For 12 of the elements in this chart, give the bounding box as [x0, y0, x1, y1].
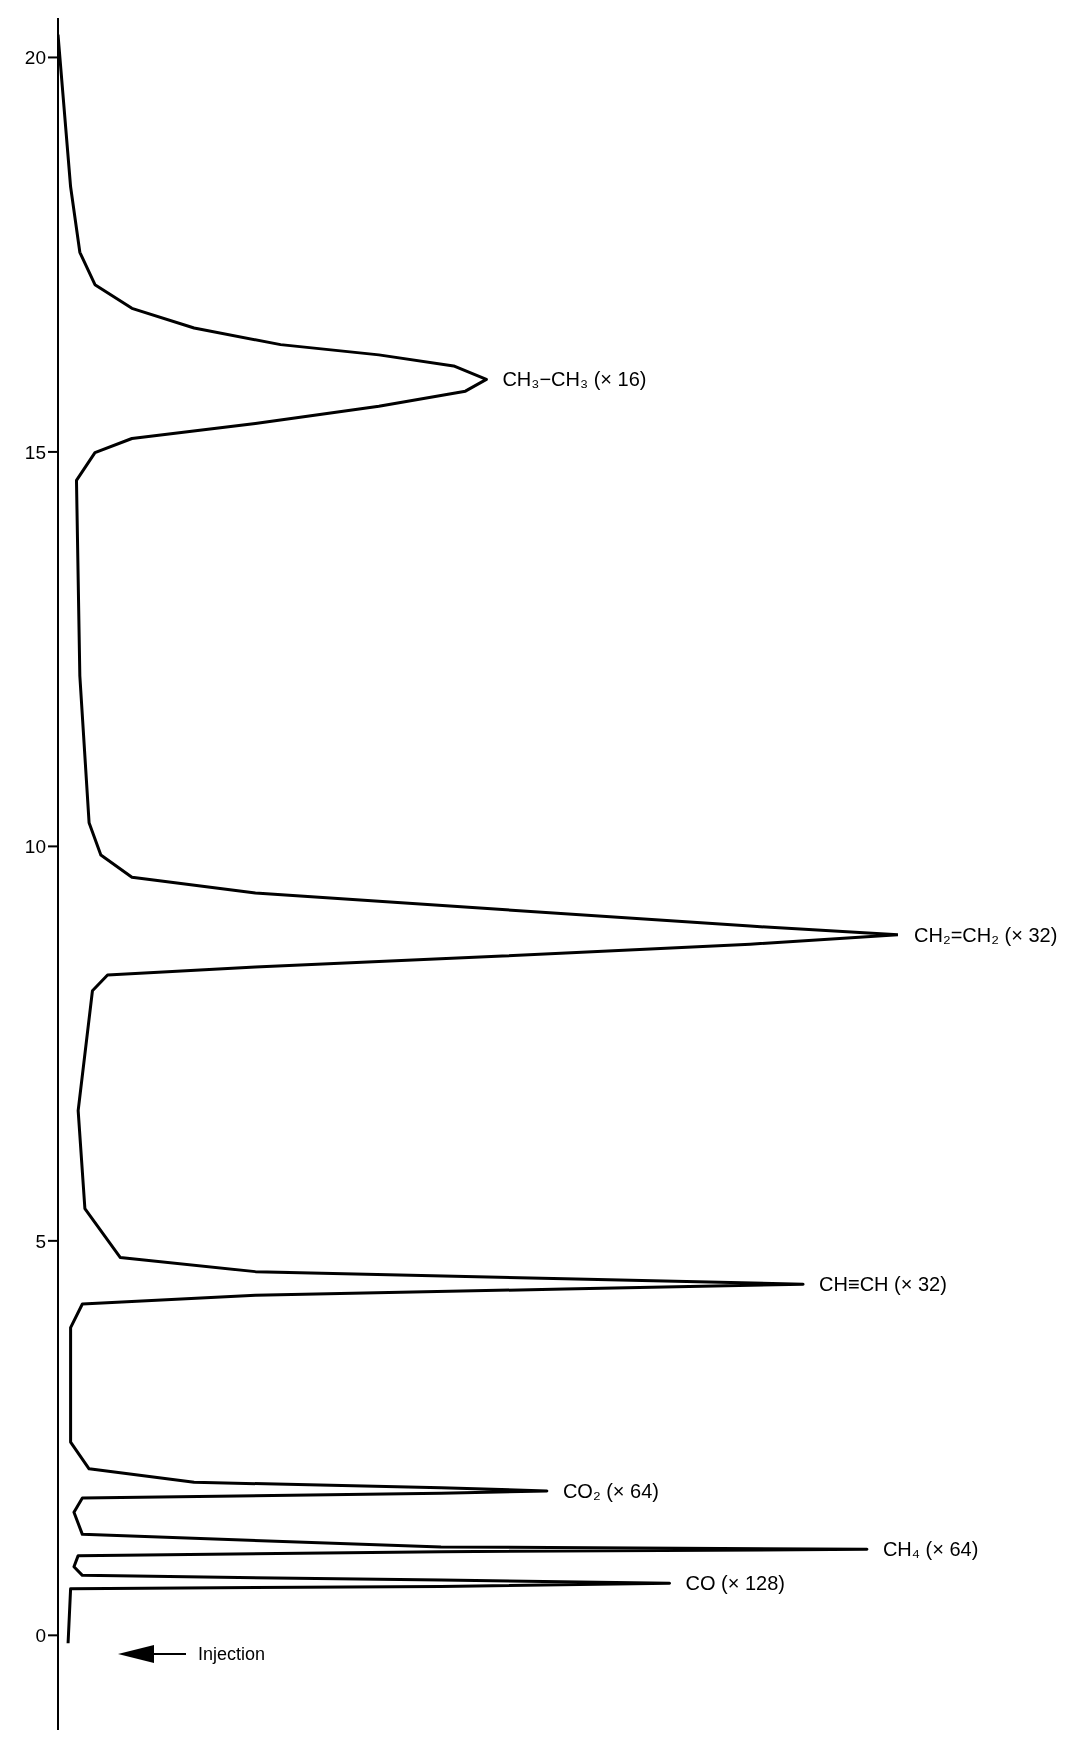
annotation: CO₂ (× 64)	[562, 1479, 660, 1502]
y-tick-label: 20	[24, 47, 46, 69]
y-tick-label: 10	[24, 836, 46, 858]
annotation: Injection	[198, 1644, 266, 1664]
y-tick-label: 5	[35, 1230, 46, 1252]
annotation: CH₂=CH₂ (× 32)	[914, 923, 1058, 946]
annotation: CH≡CH (× 32)	[819, 1273, 947, 1296]
annotation: CH₃−CH₃ (× 16)	[502, 368, 647, 391]
y-tick-label: 0	[35, 1625, 46, 1647]
y-tick-label: 15	[24, 441, 46, 463]
annotation: CH₄ (× 64)	[882, 1538, 979, 1561]
annotation: CO (× 128)	[685, 1572, 785, 1595]
